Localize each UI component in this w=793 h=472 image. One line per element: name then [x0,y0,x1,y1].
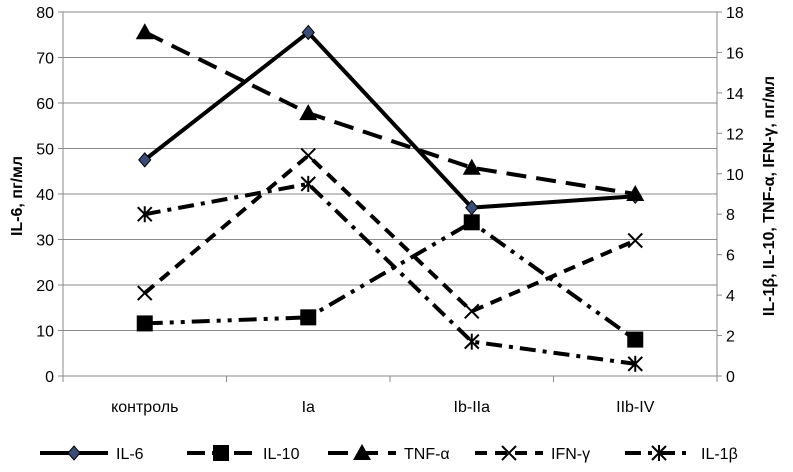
legend-item: IL-6 [40,445,144,463]
series-line [143,30,636,210]
series-line [144,181,636,366]
right-tick-label: 12 [726,126,744,143]
data-point [626,185,645,201]
category-label: контроль [111,399,178,416]
right-axis-ticks: 0 2 4 6 8 10 12 14 16 18 [717,5,744,386]
right-tick-label: 14 [726,86,744,103]
series-IL-10 [136,214,644,348]
legend-marker [651,445,667,461]
legend-label: IL-6 [116,446,144,463]
data-point [464,303,480,319]
data-point [627,355,643,372]
data-point [462,158,481,175]
legend-marker [501,445,517,461]
category-label: Ib-IIa [454,399,491,416]
left-axis-title: IL-6, пг/мл [9,156,26,236]
data-point [137,285,153,301]
data-point [136,315,153,332]
legend-item: TNF-α [328,444,450,463]
right-tick-label: 4 [726,288,735,305]
data-point [463,214,480,231]
left-tick-label: 0 [45,369,54,386]
legend-item: IFN-γ [475,445,590,463]
left-tick-label: 50 [36,142,54,159]
data-point [138,152,152,168]
left-axis-ticks: 0 10 20 30 40 50 60 70 80 [36,5,63,386]
category-axis-ticks: контроль Ia Ib-IIa IIb-IV [111,399,655,416]
data-point [300,175,316,192]
series-TNF-α [135,23,645,201]
series-line [143,30,636,196]
series-group [135,23,645,372]
data-point [301,24,315,41]
category-label: Ia [302,399,315,416]
data-point [464,333,480,350]
left-tick-label: 70 [36,51,54,68]
data-point [300,309,317,326]
right-tick-label: 10 [726,167,744,184]
right-tick-label: 2 [726,329,735,346]
left-tick-label: 10 [36,324,54,341]
legend: IL-6 IL-10 TNF-α IFN-γ IL-1β [40,444,738,463]
left-tick-label: 60 [36,96,54,113]
legend-label: TNF-α [404,446,450,463]
right-tick-label: 0 [726,369,735,386]
right-tick-label: 18 [726,5,744,22]
category-label: IIb-IV [616,399,655,416]
legend-label: IL-10 [263,446,300,463]
left-tick-label: 40 [36,187,54,204]
left-tick-label: 20 [36,278,54,295]
legend-marker [67,445,81,461]
series-IFN-γ [137,147,643,319]
series-line [143,153,637,314]
data-point [300,147,316,164]
right-tick-label: 16 [726,45,744,62]
right-tick-label: 6 [726,248,735,265]
data-point [627,331,644,348]
legend-marker [213,445,229,461]
left-tick-label: 30 [36,233,54,250]
right-tick-label: 8 [726,207,735,224]
data-point [137,206,153,223]
data-point [135,23,154,40]
right-axis-title: IL-1β, IL-10, TNF-α, IFN-γ, пг/мл [761,76,778,316]
gridlines [63,11,717,331]
series-IL-6 [138,24,642,216]
legend-label: IFN-γ [551,446,590,463]
legend-item: IL-1β [625,445,738,463]
data-point [627,232,643,249]
legend-item: IL-10 [187,445,300,463]
data-point [299,104,318,121]
left-tick-label: 80 [36,5,54,22]
legend-label: IL-1β [701,446,738,463]
legend-marker [353,444,371,460]
series-IL-1β [137,175,643,372]
